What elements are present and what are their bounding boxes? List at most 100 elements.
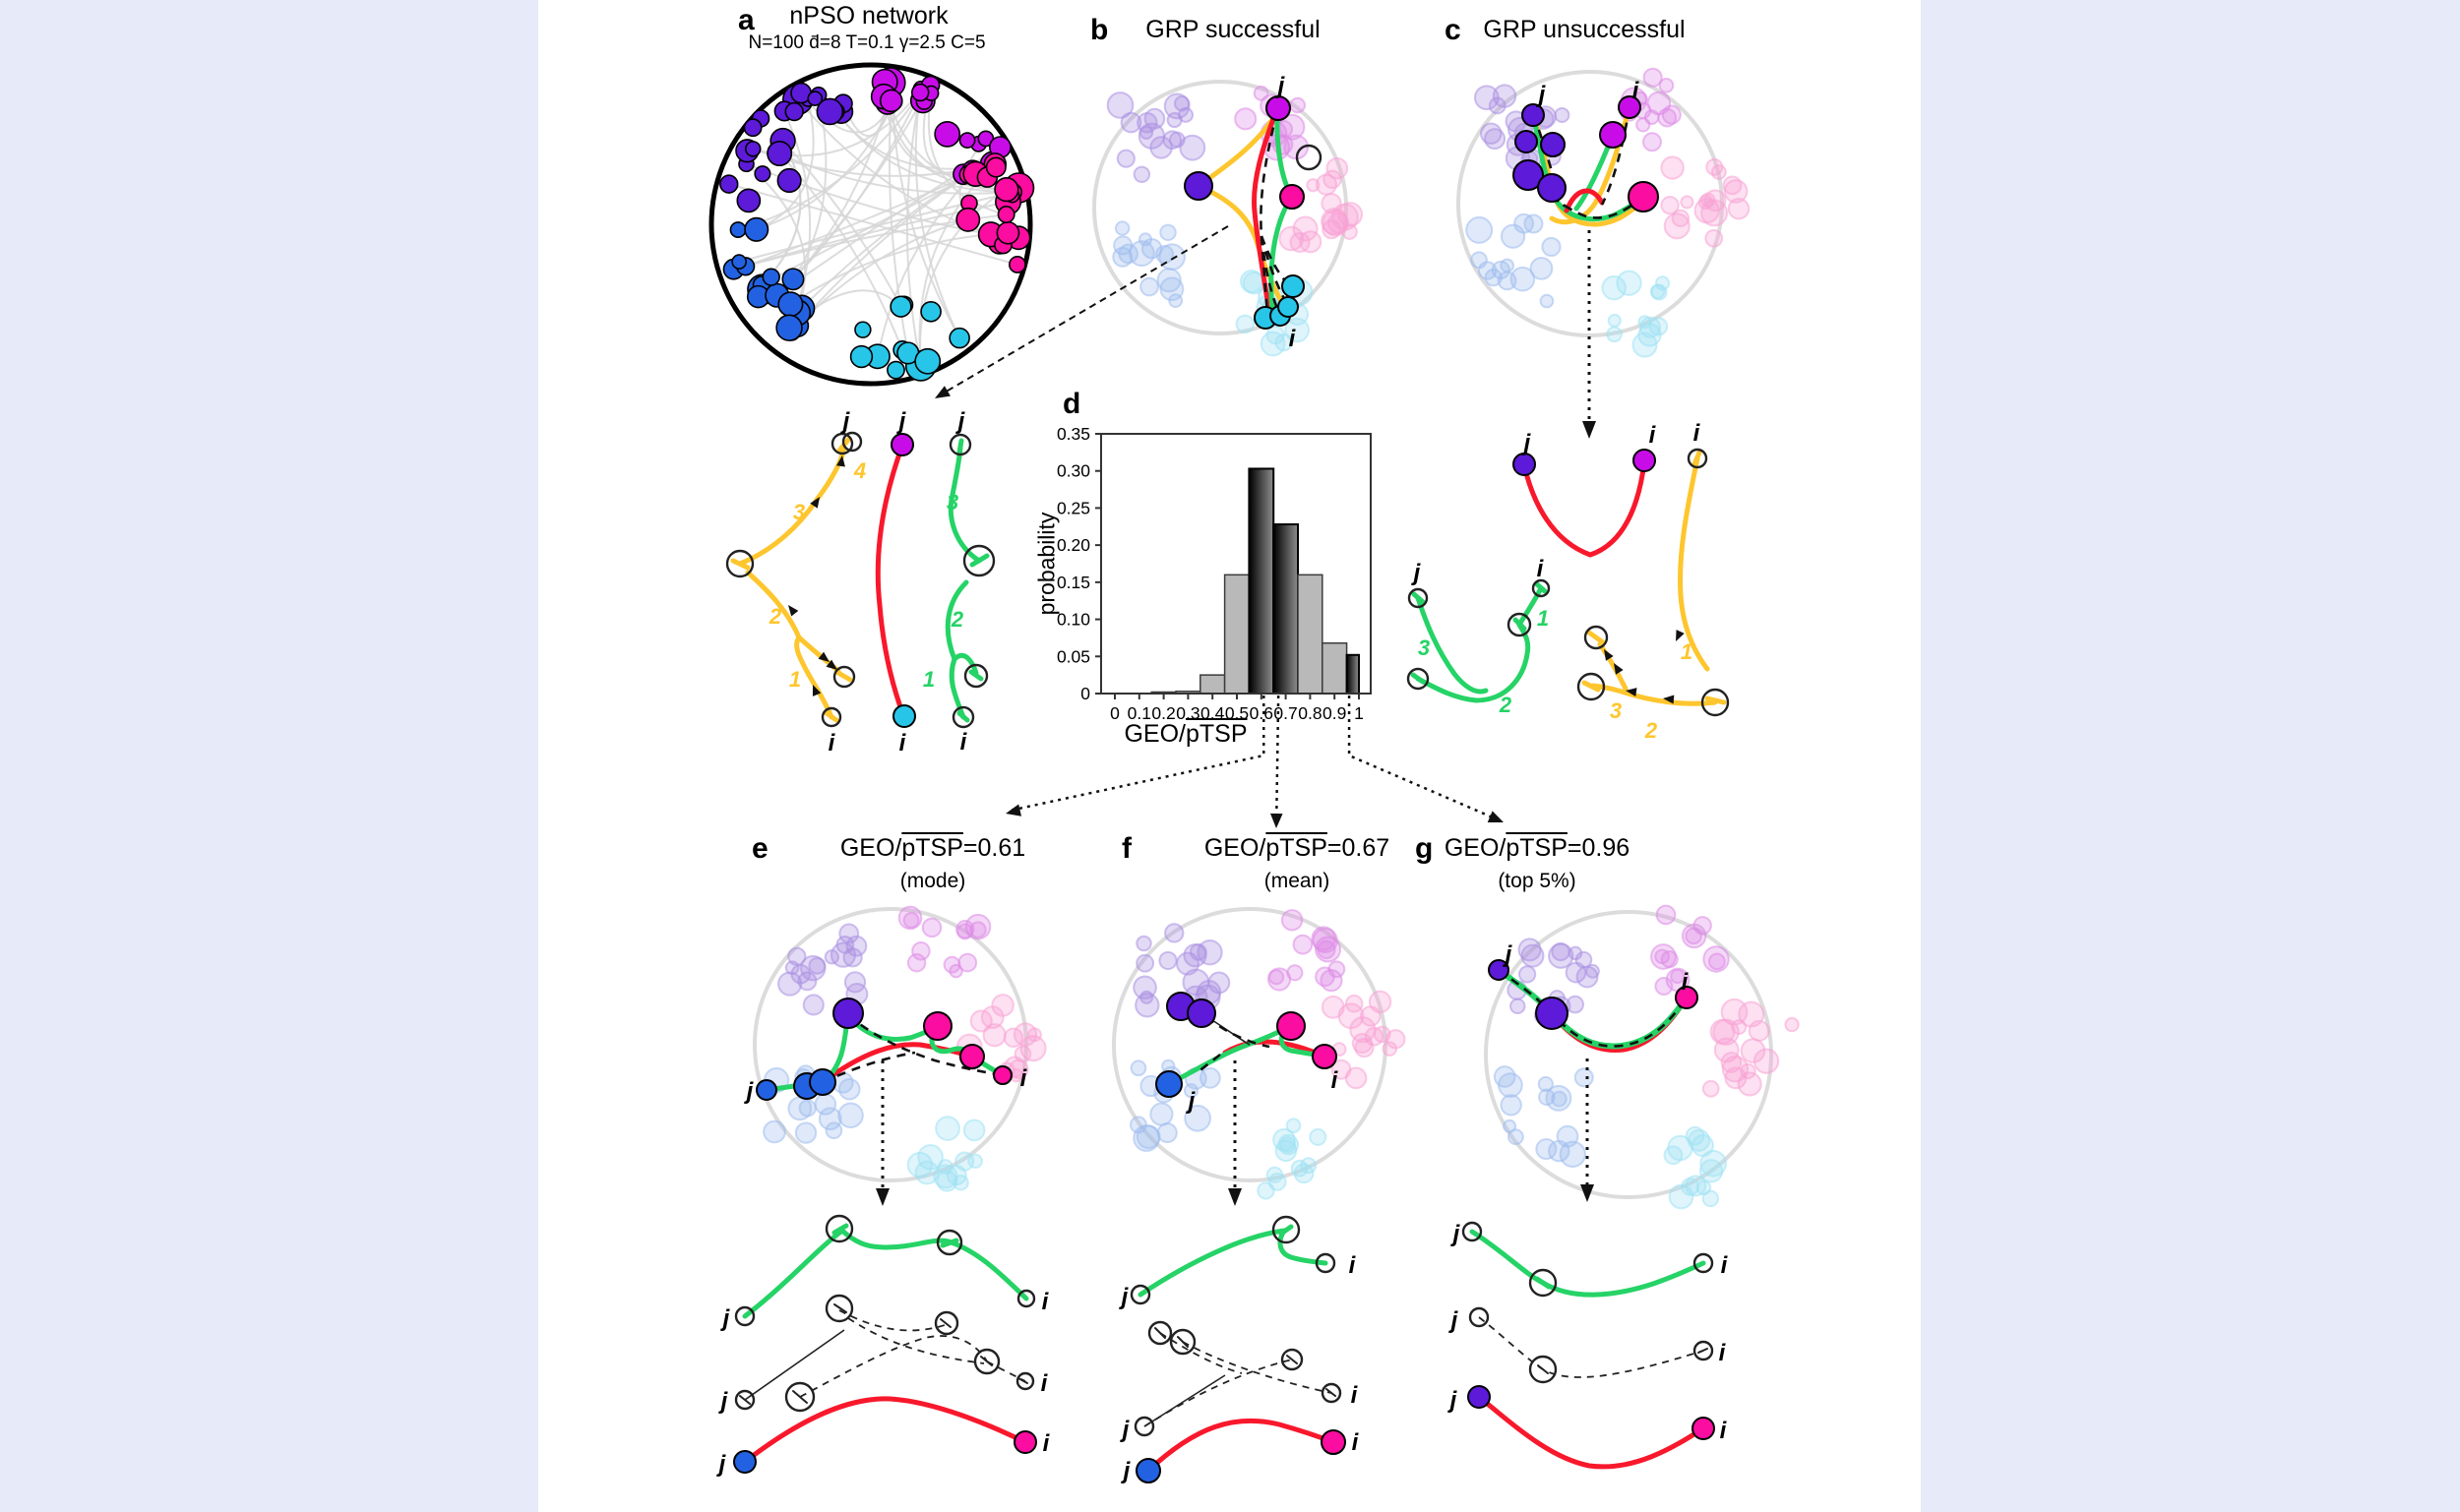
ghost-node — [1158, 950, 1178, 971]
arrowhead — [1604, 649, 1614, 661]
ghost-node — [1179, 134, 1206, 161]
grp-path-dashed — [1498, 968, 1689, 1048]
ghost-node — [1660, 155, 1685, 180]
step-label: 3 — [1610, 698, 1622, 723]
node-label-j: j — [1120, 1417, 1131, 1443]
network-node — [731, 254, 747, 270]
ghost-node — [1699, 1149, 1727, 1178]
ghost-node — [802, 994, 825, 1016]
node-j — [1136, 1458, 1161, 1483]
ghost-node — [1382, 1041, 1398, 1057]
ghost-node — [1315, 966, 1335, 988]
ghost-node — [1721, 1055, 1750, 1083]
ghost-node — [1641, 132, 1662, 152]
hist-bar — [1199, 674, 1226, 695]
ghost-node — [1548, 942, 1574, 969]
network-edge — [792, 101, 890, 280]
geodesic-red — [1521, 459, 1647, 558]
node-label-i: i — [1351, 1382, 1359, 1409]
network-node — [777, 291, 804, 318]
ghost-node — [1257, 1181, 1275, 1200]
hop-node-i — [1315, 1252, 1336, 1274]
ghost-node — [1731, 1019, 1748, 1035]
node-label-j: j — [1411, 560, 1422, 586]
ghost-node — [1139, 276, 1159, 297]
ghost-node — [1315, 173, 1338, 196]
stub — [956, 438, 964, 455]
arrowhead — [1269, 813, 1283, 828]
guide-top5 — [1347, 696, 1501, 822]
network-node — [807, 91, 824, 106]
hop-node — [1528, 1268, 1558, 1298]
network-edge — [796, 173, 969, 327]
hist-xtick-label: 0.7 — [1273, 703, 1297, 723]
network-node — [776, 167, 802, 194]
title-suffix: =0.96 — [1567, 834, 1630, 862]
stub — [833, 1303, 847, 1313]
ghost-node — [1492, 84, 1517, 108]
row-green-path — [742, 1227, 1029, 1319]
ghost-node — [955, 920, 975, 939]
node — [1276, 1011, 1306, 1041]
stub — [1278, 1224, 1294, 1237]
ghost-node — [1784, 1016, 1800, 1033]
ghost-node — [845, 935, 868, 957]
panel-title-f: GEO/pTSP=0.67 — [1204, 834, 1389, 863]
node — [1277, 296, 1299, 318]
empty-node — [1295, 144, 1322, 171]
row-dashed-path — [1143, 1359, 1293, 1427]
stub — [956, 710, 970, 723]
stub — [1534, 1276, 1552, 1290]
ghost-node — [1655, 904, 1677, 926]
node-j — [1521, 103, 1545, 127]
ghost-node — [1129, 1116, 1147, 1134]
network-node — [743, 118, 763, 138]
node-label-j: j — [716, 1451, 727, 1478]
network-node — [762, 268, 780, 286]
ghost-node — [1470, 251, 1488, 270]
network-node — [914, 347, 942, 375]
ghost-node — [1285, 1118, 1302, 1134]
arrowhead — [935, 386, 951, 398]
hop-node — [962, 544, 996, 577]
ghost-node — [1473, 85, 1500, 111]
ghost-node — [1309, 1127, 1327, 1146]
node — [1628, 181, 1659, 212]
stub — [968, 669, 984, 682]
ghost-node — [906, 952, 927, 973]
hop-node-i — [1531, 578, 1551, 598]
panel-title-c: GRP unsuccessful — [1483, 16, 1686, 43]
ghost-node — [1120, 111, 1142, 134]
ghost-node — [1158, 243, 1186, 272]
ghost-node — [1116, 149, 1136, 168]
network-edge — [905, 89, 923, 367]
ghost-node — [1286, 964, 1304, 982]
ghost-node — [1136, 953, 1155, 973]
ghost-node — [1493, 1065, 1516, 1088]
node — [923, 1011, 953, 1041]
hist-bar — [1322, 641, 1348, 695]
network-node — [754, 165, 771, 183]
stub — [1537, 1364, 1549, 1374]
ghost-node — [1740, 1038, 1766, 1063]
ghost-node — [1692, 916, 1712, 936]
ghost-node — [1156, 1122, 1178, 1144]
ghost-node — [933, 1164, 958, 1189]
arrowhead — [876, 1188, 890, 1206]
title-prefix: GEO/ — [839, 834, 902, 862]
network-node — [744, 216, 769, 242]
node — [1187, 998, 1216, 1028]
panel-title-a: nPSO network — [789, 2, 949, 30]
node-label-i: i — [1331, 1067, 1339, 1094]
hop-node — [1169, 1328, 1197, 1356]
arrowhead — [1663, 695, 1675, 704]
grp-path-green — [1166, 1023, 1294, 1087]
ghost-node — [991, 994, 1015, 1017]
stub — [969, 553, 990, 568]
row-green-path — [1469, 1229, 1706, 1298]
hist-ytick-label: 0.15 — [1057, 573, 1090, 592]
ghost-node — [1354, 1037, 1375, 1058]
ghost-node — [1517, 937, 1542, 962]
ghost-node — [1330, 1058, 1352, 1080]
